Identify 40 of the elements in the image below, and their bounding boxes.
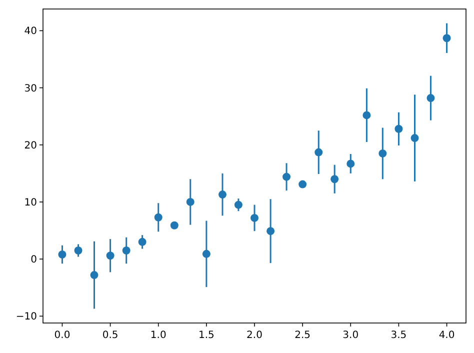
point (122, 246, 130, 254)
y-tick-label: 30 (24, 83, 37, 94)
point (218, 190, 226, 199)
point (234, 200, 242, 209)
point (410, 134, 419, 142)
y-tick-label: 20 (24, 140, 37, 152)
x-tick-label: 1.5 (198, 330, 214, 341)
x-tick-label: 4.0 (438, 330, 455, 341)
y-tick-label: −10 (16, 312, 37, 323)
point (74, 246, 82, 254)
point (298, 180, 307, 188)
point (442, 34, 451, 42)
y-tick-label: 0 (30, 254, 37, 266)
point (250, 214, 258, 222)
x-tick-label: 0.0 (54, 330, 70, 341)
point (346, 160, 355, 168)
point (394, 124, 403, 133)
point (106, 252, 114, 260)
point (58, 250, 66, 258)
point (314, 148, 323, 156)
x-tick-label: 1.0 (150, 330, 166, 341)
point (330, 175, 339, 184)
y-tick-label: 10 (24, 197, 37, 208)
x-tick-label: 3.0 (342, 330, 359, 341)
point (90, 271, 98, 280)
point (154, 213, 162, 222)
point (378, 149, 387, 158)
point (186, 198, 194, 206)
point (426, 94, 435, 102)
x-tick-label: 0.5 (102, 330, 118, 341)
point (266, 227, 275, 236)
point (170, 221, 178, 230)
point (282, 172, 291, 181)
x-tick-label: 2.0 (246, 330, 262, 341)
y-tick-label: 40 (24, 26, 37, 38)
x-tick-label: 2.5 (294, 330, 311, 341)
x-tick-label: 3.5 (390, 330, 407, 341)
point (138, 238, 146, 246)
point (362, 111, 371, 120)
point (202, 250, 210, 258)
